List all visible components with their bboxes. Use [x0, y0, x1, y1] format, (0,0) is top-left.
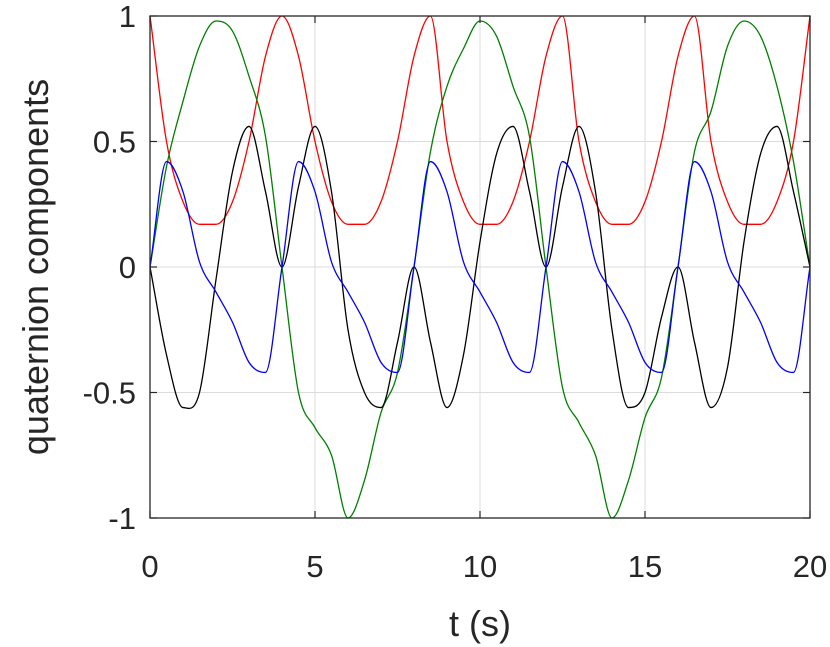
x-tick-label: 10: [463, 549, 497, 584]
x-tick-label: 20: [793, 549, 827, 584]
axis-ticks: 0 5 10 15 20 -1 -0.5 0 0.5 1: [83, 0, 828, 584]
x-axis-label: t (s): [449, 603, 511, 644]
y-tick-label: 1: [119, 0, 136, 34]
data-series: [149, 15, 811, 519]
y-axis-label: quaternion components: [15, 79, 56, 455]
x-tick-label: 15: [628, 549, 662, 584]
y-tick-label: 0.5: [93, 125, 136, 160]
grid: [150, 16, 810, 518]
x-tick-label: 0: [141, 549, 158, 584]
y-tick-label: 0: [119, 250, 136, 285]
y-tick-label: -1: [108, 501, 136, 536]
series-line-3: [149, 125, 811, 410]
series-line-1: [149, 15, 811, 225]
x-tick-label: 5: [306, 549, 323, 584]
y-tick-label: -0.5: [83, 376, 136, 411]
series-line-4: [149, 160, 811, 374]
